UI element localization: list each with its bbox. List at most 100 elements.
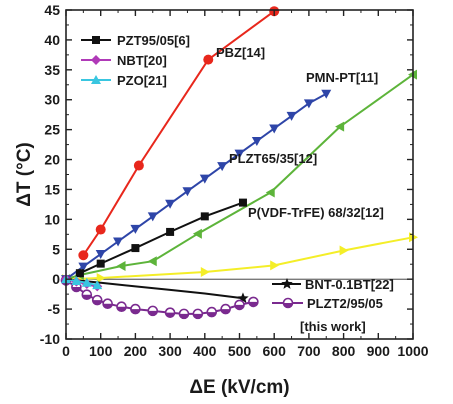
point-plzt2-95-05-12 — [220, 303, 231, 315]
series-line-bnt-0-1bt-22 — [65, 278, 244, 300]
point-plzt2-95-05-4-fill — [103, 303, 113, 309]
y-tick-label-0: -10 — [40, 331, 60, 347]
y-tick-label-6: 20 — [44, 152, 60, 168]
series-pbz-14 — [78, 6, 280, 261]
series-pzo-21 — [61, 274, 103, 290]
point-pmn-pt-11-1 — [78, 262, 89, 272]
point-plzt2-95-05-1-fill — [71, 286, 81, 292]
point-pmn-pt-11-13 — [286, 111, 297, 121]
point-pmn-pt-11-11 — [251, 137, 262, 147]
point-plzt2-95-05-7 — [147, 305, 159, 317]
point-p-vdf-trfe-68-32-12-4 — [339, 245, 349, 256]
series-pzt95-05-6 — [75, 198, 247, 278]
legend-item-nbt-20: NBT[20] — [81, 53, 167, 68]
point-plzt2-95-05-3 — [91, 294, 103, 306]
point-pmn-pt-11-14 — [303, 99, 314, 109]
point-plzt2-95-05-8-fill — [165, 312, 175, 318]
point-plzt65-35-12-5 — [265, 187, 275, 198]
legend-marker-nbt-20 — [91, 55, 101, 65]
x-tick-label-4: 400 — [193, 343, 217, 359]
point-pmn-pt-11-5 — [147, 212, 158, 222]
point-plzt2-95-05-5-fill — [117, 306, 127, 312]
legend-label-pzo-21: PZO[21] — [117, 73, 167, 88]
point-pbz-14-1 — [95, 224, 106, 235]
point-plzt2-95-05-10 — [192, 308, 204, 320]
series-pmn-pt-11 — [61, 89, 332, 285]
point-pzt95-05-6-1 — [96, 259, 105, 268]
point-pbz-14-3 — [203, 54, 214, 65]
annotation-p-vdf-trfe-68-32-12: P(VDF-TrFE) 68/32[12] — [248, 205, 384, 220]
point-plzt2-95-05-12-fill — [221, 309, 231, 314]
series-line-pmn-pt-11 — [65, 92, 327, 281]
legend-item-pzo-21: PZO[21] — [81, 73, 167, 88]
point-plzt2-95-05-5 — [116, 301, 127, 312]
point-plzt2-95-05-11 — [206, 306, 218, 318]
point-pmn-pt-11-6 — [165, 199, 176, 209]
point-plzt2-95-05-13-fill — [235, 304, 244, 310]
point-plzt2-95-05-14 — [248, 296, 259, 308]
x-tick-label-3: 300 — [158, 343, 182, 359]
annotation-plzt2-95-05: PLZT2/95/05 — [307, 296, 383, 311]
x-tick-label-10: 1000 — [397, 343, 428, 359]
legend-marker-pzo-21 — [91, 75, 101, 84]
labels-layer: ΔE (kV/cm) ΔT (°C) PZT95/05[6] NBT[20] PZO[2… — [14, 33, 394, 398]
y-tick-label-4: 10 — [44, 211, 60, 227]
x-tick-label-8: 800 — [332, 343, 356, 359]
legend-label-pzt95-05-6: PZT95/05[6] — [117, 33, 190, 48]
y-axis-title: ΔT (°C) — [14, 142, 35, 207]
y-tick-label-7: 25 — [44, 122, 60, 138]
point-pmn-pt-11-10 — [234, 149, 245, 159]
series-plzt2-95-05 — [60, 275, 259, 320]
point-p-vdf-trfe-68-32-12-2 — [200, 267, 210, 278]
point-pzt95-05-6-4 — [200, 212, 209, 221]
point-plzt65-35-12-6 — [335, 121, 345, 132]
legend-item-pzt95-05-6: PZT95/05[6] — [81, 33, 190, 48]
point-pzt95-05-6-0 — [75, 269, 84, 278]
y-tick-label-1: -5 — [48, 301, 61, 317]
point-pzt95-05-6-5 — [238, 198, 247, 207]
annotation-pbz-14: PBZ[14] — [216, 45, 265, 60]
series-plzt65-35-12 — [61, 69, 417, 285]
x-tick-label-9: 900 — [367, 343, 391, 359]
point-plzt2-95-05-2 — [81, 289, 93, 301]
y-tick-label-9: 35 — [44, 62, 60, 78]
x-tick-label-2: 200 — [124, 343, 148, 359]
point-pzt95-05-6-3 — [166, 227, 175, 236]
point-pmn-pt-11-12 — [269, 124, 280, 134]
y-tick-label-10: 40 — [44, 32, 60, 48]
axes-layer: 0 100 200 300 400 500 600 700 800 900 1000 -10 -5 0 5 1… — [40, 2, 429, 359]
legend-marker-pzt95-05-6 — [92, 36, 100, 44]
series-line-plzt65-35-12 — [65, 73, 414, 281]
annotation-plzt65-35-12: PLZT65/35[12] — [229, 151, 317, 166]
y-tick-label-2: 0 — [52, 271, 60, 287]
point-plzt65-35-12-3 — [147, 256, 157, 267]
point-plzt2-95-05-6 — [130, 303, 141, 315]
point-pmn-pt-11-15 — [321, 89, 332, 99]
point-pzt95-05-6-2 — [131, 244, 140, 253]
point-plzt2-95-05-4 — [102, 298, 113, 310]
point-pmn-pt-11-3 — [113, 237, 124, 247]
point-pzo-21-2 — [81, 277, 92, 287]
point-plzt2-95-05-9-fill — [179, 313, 189, 319]
point-p-vdf-trfe-68-32-12-1 — [96, 272, 106, 283]
point-plzt2-95-05-3-fill — [92, 300, 102, 305]
label-key-plzt2-95-05 — [272, 297, 303, 309]
point-plzt2-95-05-10-fill — [193, 313, 203, 319]
y-tick-label-5: 15 — [44, 181, 60, 197]
series-layer — [60, 6, 418, 320]
point-pmn-pt-11-8 — [199, 174, 210, 184]
point-pzo-21-1 — [71, 275, 82, 285]
point-pmn-pt-11-2 — [95, 250, 106, 260]
point-plzt2-95-05-6-fill — [130, 309, 140, 314]
y-tick-label-8: 30 — [44, 92, 60, 108]
label-key-marker-plzt2-95-05 — [282, 297, 294, 309]
series-line-p-vdf-trfe-68-32-12 — [65, 236, 414, 281]
point-plzt2-95-05-7-fill — [148, 310, 158, 316]
point-bnt-0-1bt-22-5 — [237, 292, 249, 304]
point-plzt2-95-05-8 — [164, 307, 176, 318]
annotation-bnt-0-1bt-22: BNT-0.1BT[22] — [305, 277, 394, 292]
label-key-marker-bnt-0-1bt-22 — [281, 278, 293, 289]
x-tick-label-7: 700 — [297, 343, 321, 359]
x-tick-label-1: 100 — [89, 343, 113, 359]
